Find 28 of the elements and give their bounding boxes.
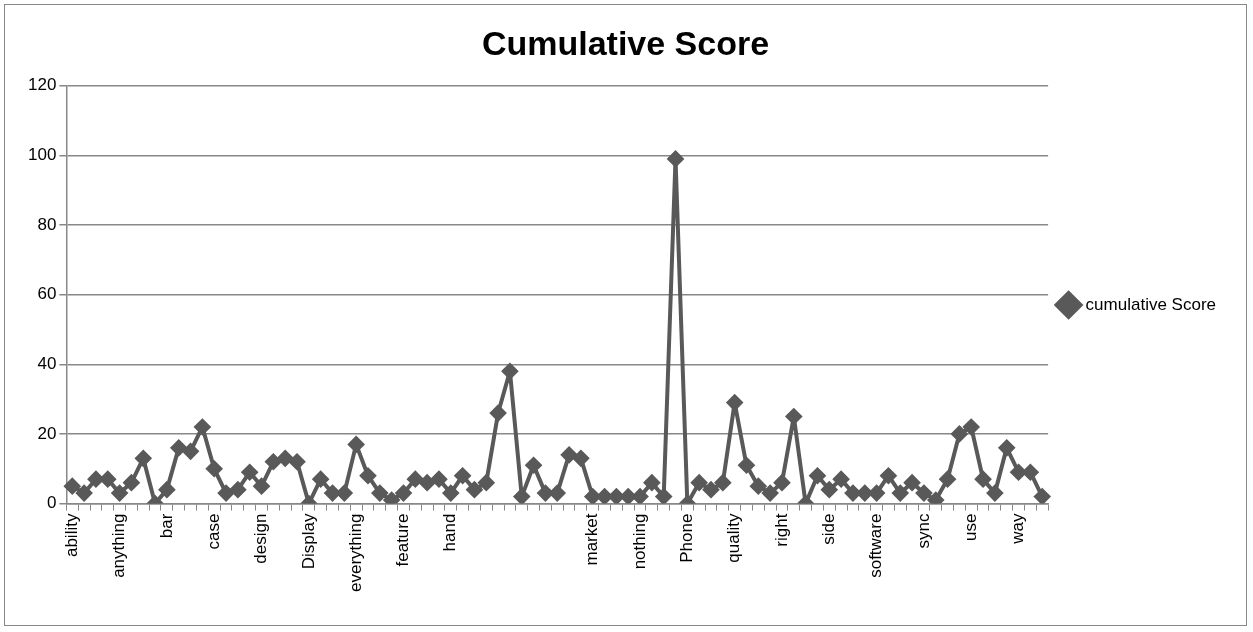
- x-tick-label: design: [251, 513, 271, 564]
- x-tick-label: nothing: [629, 513, 649, 570]
- x-tick-label: case: [203, 513, 223, 550]
- y-tick-label: 80: [37, 214, 57, 234]
- y-tick-label: 20: [37, 423, 57, 443]
- x-tick-label: bar: [156, 513, 176, 539]
- x-tick-label: use: [960, 513, 980, 541]
- chart-title: Cumulative Score: [481, 23, 770, 62]
- x-tick-label: Phone: [677, 513, 697, 563]
- x-tick-label: sync: [913, 513, 933, 549]
- x-tick-label: software: [866, 513, 886, 578]
- x-tick-label: right: [771, 513, 791, 547]
- legend-label: cumulative Score: [1085, 294, 1216, 314]
- y-tick-label: 120: [27, 75, 57, 95]
- x-tick-label: everything: [345, 513, 365, 592]
- x-tick-label: quality: [724, 513, 744, 563]
- y-tick-label: 60: [37, 284, 57, 304]
- x-tick-label: Display: [298, 513, 318, 570]
- x-tick-label: anything: [109, 513, 129, 578]
- y-tick-label: 100: [27, 145, 57, 165]
- x-tick-label: ability: [61, 513, 81, 558]
- y-tick-label: 40: [37, 354, 57, 373]
- x-tick-label: side: [818, 513, 838, 545]
- x-tick-label: way: [1008, 513, 1028, 545]
- x-tick-label: feature: [393, 513, 413, 567]
- x-tick-label: market: [582, 513, 602, 566]
- y-tick-label: 0: [46, 493, 57, 513]
- x-tick-label: hand: [440, 513, 460, 552]
